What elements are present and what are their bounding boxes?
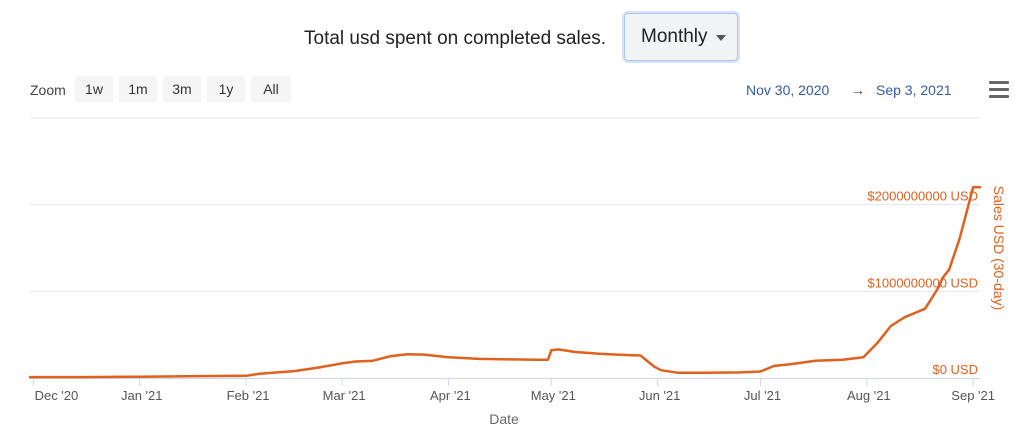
y-axis-title: Sales USD (30-day) [991,186,1007,311]
x-axis-title: Date [489,411,519,427]
x-tick-label: Jun '21 [639,388,681,403]
x-tick-label: Apr '21 [430,388,471,403]
x-tick-label: Feb '21 [227,388,270,403]
y-tick-label: $2000000000 USD [867,189,978,204]
zoom-button-1m[interactable]: 1m [119,76,157,102]
chart-header: Total usd spent on completed sales. Mont… [0,12,1031,64]
zoom-button-3m[interactable]: 3m [163,76,201,102]
caret-down-icon [716,35,726,41]
chart-title: Total usd spent on completed sales. [304,28,607,49]
zoom-button-all[interactable]: All [251,76,291,102]
range-from-date[interactable]: Nov 30, 2020 [746,82,830,98]
menu-icon[interactable] [989,81,1009,99]
zoom-button-1w[interactable]: 1w [75,76,113,102]
x-tick-label: Dec '20 [35,388,79,403]
range-to-date[interactable]: Sep 3, 2021 [876,82,952,98]
zoom-button-1y[interactable]: 1y [207,76,245,102]
x-tick-label: Jan '21 [121,388,163,403]
x-tick-label: Sep '21 [951,388,995,403]
x-tick-label: May '21 [531,388,576,403]
y-tick-label: $0 USD [932,362,978,377]
x-tick-label: Jul '21 [744,388,781,403]
zoom-label: Zoom [30,82,66,98]
period-select-value: Monthly [641,26,708,47]
period-select[interactable]: Monthly [624,13,738,61]
range-arrow: → [851,82,865,98]
x-tick-label: Aug '21 [847,388,891,403]
x-tick-label: Mar '21 [323,388,366,403]
series-line-sales [28,186,982,379]
y-tick-label: $1000000000 USD [867,275,978,290]
